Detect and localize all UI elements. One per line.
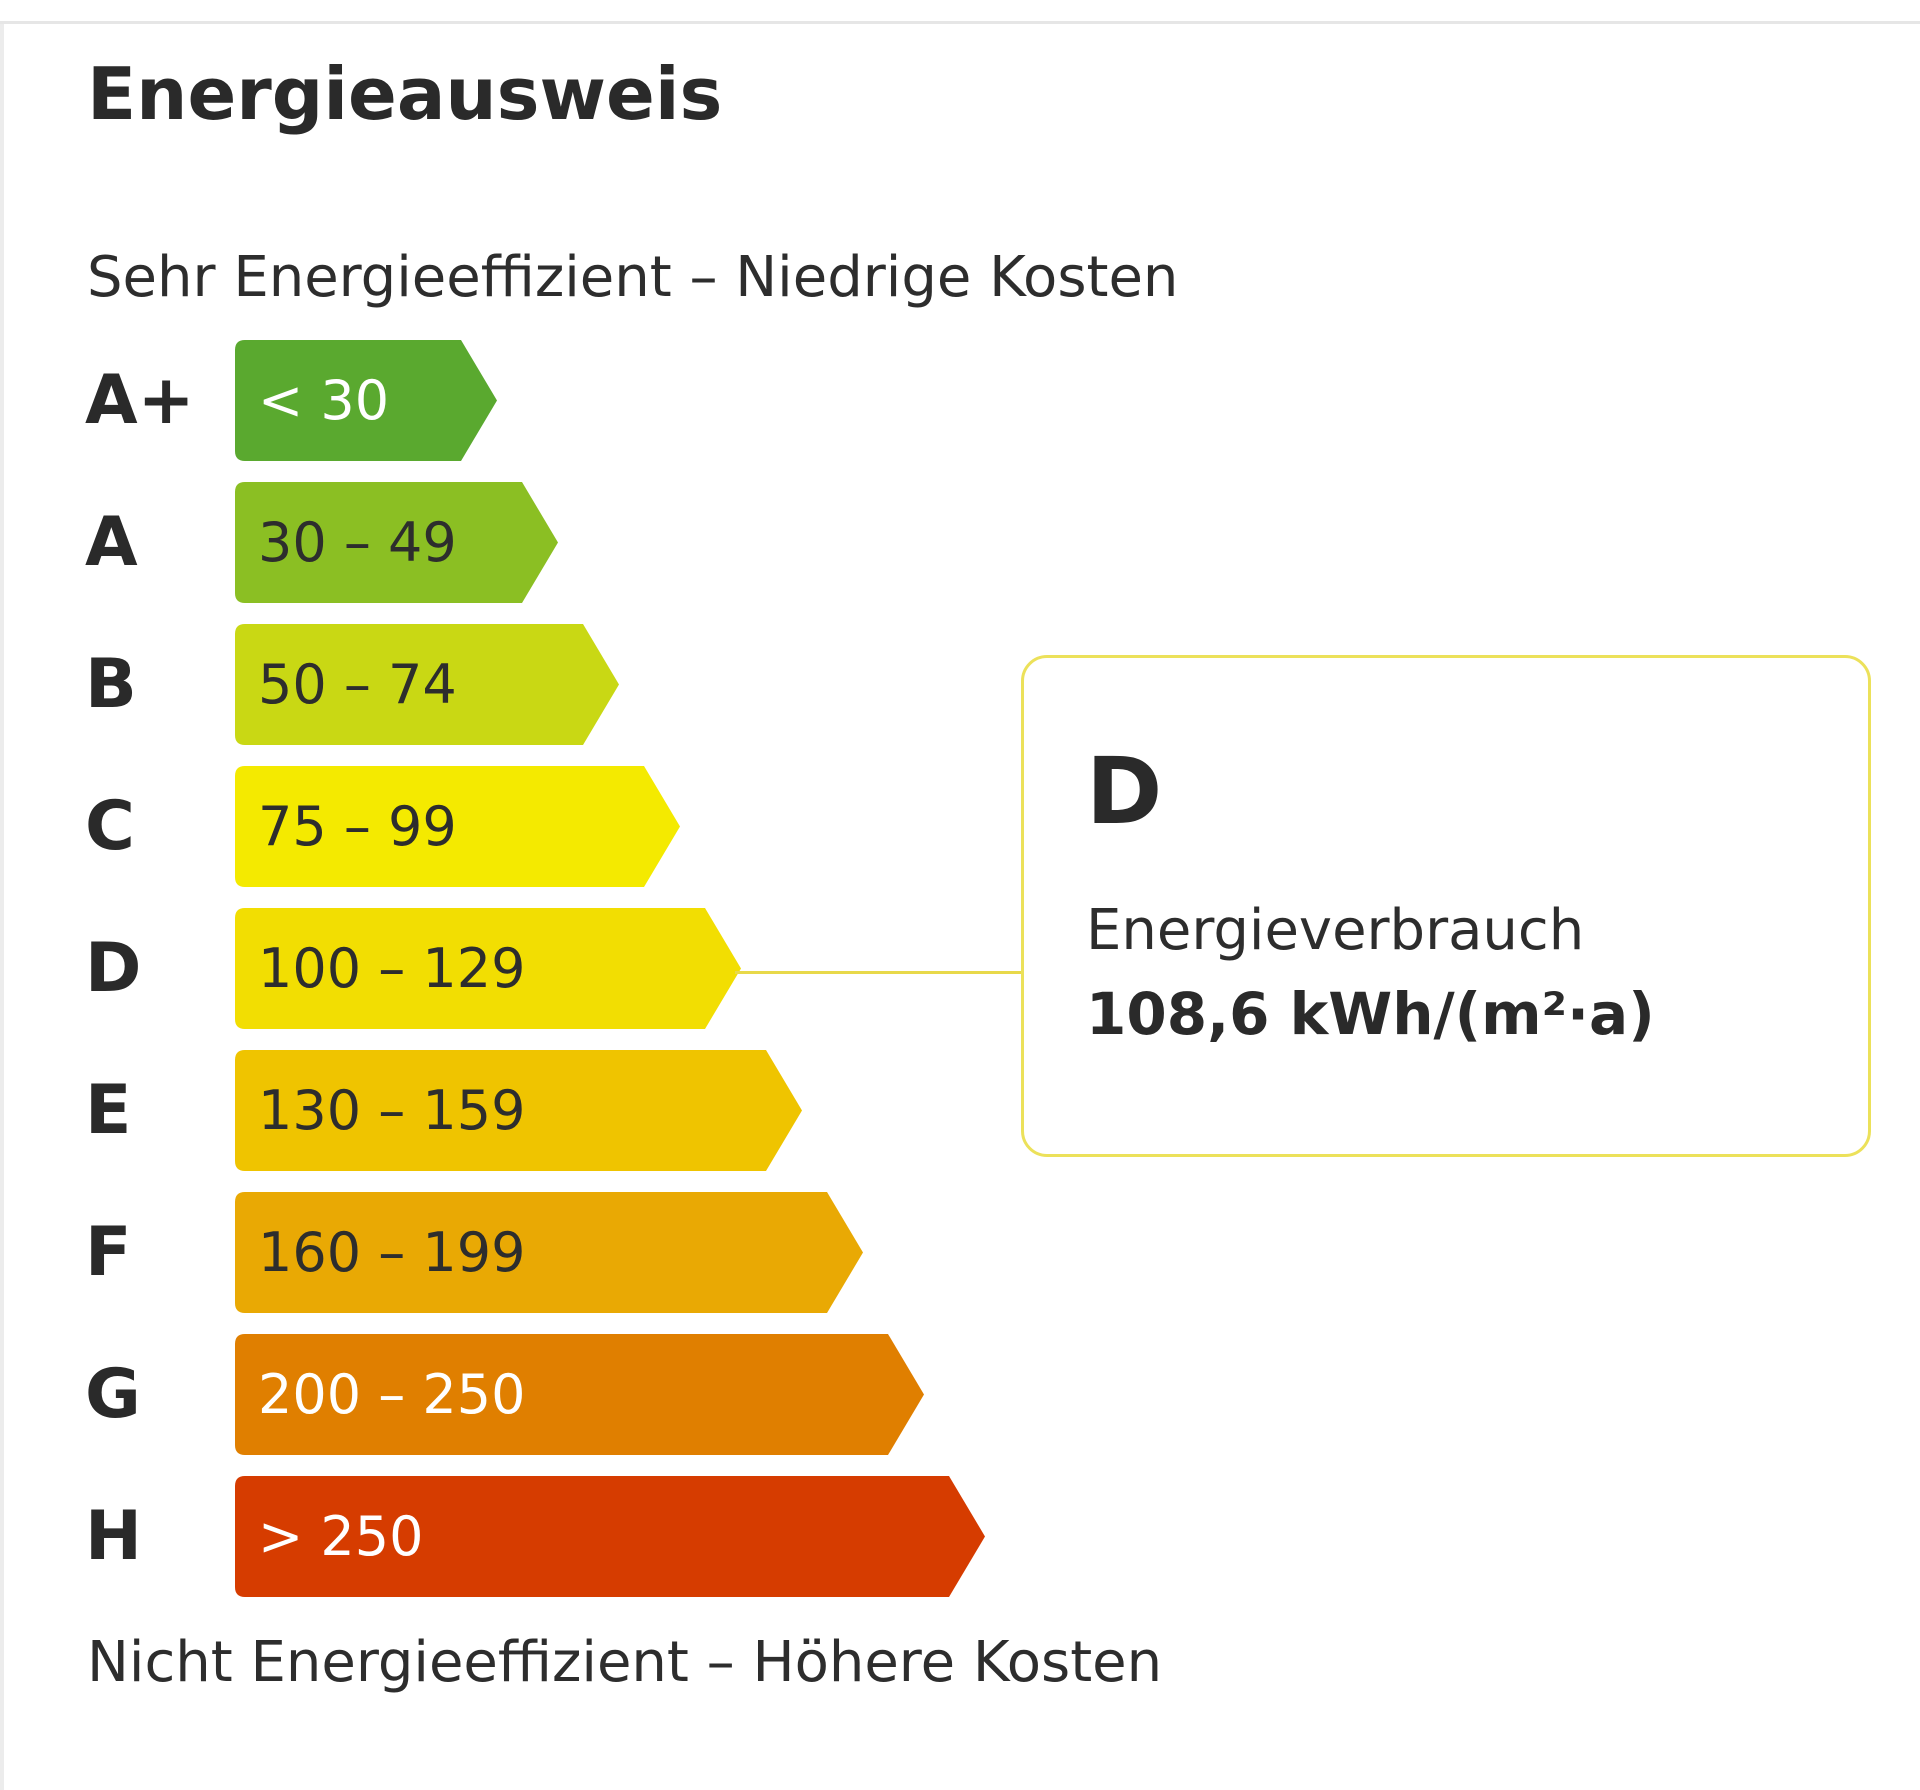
left-border — [0, 24, 4, 1790]
rating-arrow-bar — [235, 482, 558, 603]
result-card: D Energieverbrauch 108,6 kWh/(m²·a) — [1021, 655, 1871, 1157]
rating-row: A 30 – 49 — [0, 482, 1000, 603]
rating-range-label: 30 – 49 — [258, 511, 457, 574]
rating-grade-label: F — [85, 1213, 132, 1292]
rating-grade-label: A+ — [85, 361, 195, 440]
rating-row: E 130 – 159 — [0, 1050, 1000, 1171]
rating-arrow-bar — [235, 908, 741, 1029]
rating-range-label: 75 – 99 — [258, 795, 457, 858]
rating-range-label: 160 – 199 — [258, 1221, 526, 1284]
rating-arrow-bar — [235, 1334, 924, 1455]
result-label: Energieverbrauch — [1086, 898, 1585, 963]
rating-row: G 200 – 250 — [0, 1334, 1000, 1455]
rating-grade-label: B — [85, 645, 137, 724]
rating-arrow-bar — [235, 340, 497, 461]
rating-row: F 160 – 199 — [0, 1192, 1000, 1313]
rating-row: D 100 – 129 — [0, 908, 1000, 1029]
rating-range-label: 200 – 250 — [258, 1363, 526, 1426]
rating-arrow-bar — [235, 766, 680, 887]
rating-range-label: 100 – 129 — [258, 937, 526, 1000]
page-title: Energieausweis — [87, 52, 723, 136]
rating-arrow-bar — [235, 1476, 985, 1597]
rating-grade-label: H — [85, 1497, 142, 1576]
rating-grade-label: G — [85, 1355, 141, 1434]
scale-top-caption: Sehr Energieeffizient – Niedrige Kosten — [87, 245, 1179, 310]
rating-range-label: 50 – 74 — [258, 653, 457, 716]
rating-grade-label: C — [85, 787, 135, 866]
rating-row: A+ < 30 — [0, 340, 1000, 461]
rating-connector-line — [735, 971, 1021, 974]
rating-grade-label: E — [85, 1071, 132, 1150]
rating-range-label: 130 – 159 — [258, 1079, 526, 1142]
scale-bottom-caption: Nicht Energieeffizient – Höhere Kosten — [87, 1630, 1163, 1695]
rating-grade-label: A — [85, 503, 138, 582]
rating-range-label: < 30 — [258, 369, 390, 432]
result-grade: D — [1086, 738, 1163, 845]
rating-grade-label: D — [85, 929, 142, 1008]
rating-row: B 50 – 74 — [0, 624, 1000, 745]
rating-arrow-bar — [235, 624, 619, 745]
top-divider — [0, 0, 1920, 24]
rating-row: C 75 – 99 — [0, 766, 1000, 887]
rating-row: H > 250 — [0, 1476, 1000, 1597]
rating-arrow-bar — [235, 1192, 863, 1313]
result-value: 108,6 kWh/(m²·a) — [1086, 980, 1655, 1048]
rating-range-label: > 250 — [258, 1505, 424, 1568]
rating-arrow-bar — [235, 1050, 802, 1171]
